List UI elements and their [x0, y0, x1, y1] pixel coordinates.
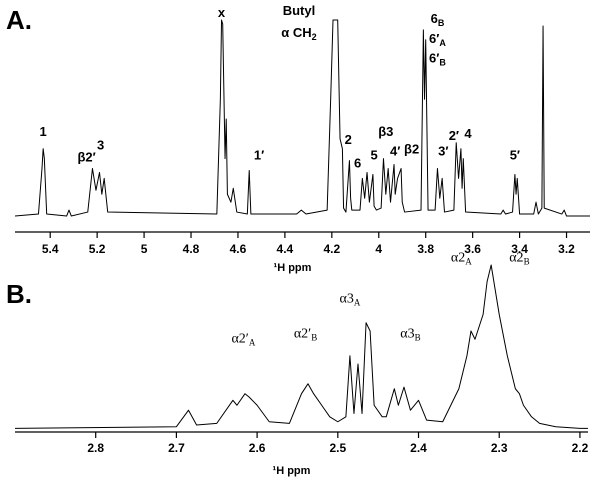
peak-label: 6 — [354, 156, 361, 171]
peak-label: α3A — [340, 292, 361, 308]
peak-label-subscript: B — [415, 332, 421, 342]
peak-label-text: 4 — [464, 126, 472, 141]
peak-label-text: 6 — [431, 11, 438, 26]
peak-label: 5 — [370, 148, 377, 163]
peak-label-text: α2′ — [294, 327, 311, 342]
peak-label: α CH2 — [281, 25, 316, 42]
peak-label-text: β2′ — [77, 150, 95, 165]
peak-label-subscript: B — [311, 332, 317, 342]
x-tick-label: 4.4 — [277, 242, 294, 256]
peak-label-subscript: B — [439, 58, 446, 68]
x-tick-label: 5.2 — [89, 242, 106, 256]
panel-label: A. — [6, 5, 32, 35]
x-tick-label: 3.4 — [511, 242, 528, 256]
peak-label-text: 2′ — [449, 128, 459, 143]
x-tick-label: 4.6 — [230, 242, 247, 256]
peak-label-text: Butyl — [283, 4, 316, 19]
peak-label-subscript: A — [249, 337, 256, 347]
spectrum-line — [14, 19, 590, 217]
peak-label-text: 2 — [345, 132, 352, 147]
peak-label-subscript: 2 — [312, 32, 317, 42]
peak-label-text: 3′ — [438, 144, 448, 159]
peak-label-text: 4′ — [390, 144, 400, 159]
peak-label: α3B — [400, 327, 420, 343]
panel-label: B. — [6, 279, 32, 309]
peak-label-text: 6 — [354, 156, 361, 171]
x-tick-label: 4.2 — [323, 242, 340, 256]
peak-label-subscript: B — [524, 256, 530, 266]
peak-label-text: 3 — [97, 138, 104, 153]
peak-label-text: β2 — [404, 142, 419, 157]
peak-label: β2 — [404, 142, 419, 157]
x-tick-label: 2.4 — [410, 441, 427, 455]
peak-label: α2′A — [231, 331, 255, 347]
peak-label-text: 1 — [40, 124, 47, 139]
peak-label-text: α2′ — [231, 331, 248, 346]
peak-label: 4 — [464, 126, 472, 141]
peak-label: Butyl — [283, 4, 316, 19]
x-tick-label: 2.7 — [168, 441, 185, 455]
peak-label: 1 — [40, 124, 47, 139]
x-tick-label: 3.8 — [417, 242, 434, 256]
peak-label: 1′ — [254, 148, 264, 163]
x-tick-label: 4.8 — [183, 242, 200, 256]
peak-label: 6′A — [429, 31, 446, 48]
peak-label-subscript: A — [354, 298, 361, 308]
x-axis-label: ¹H ppm — [274, 262, 312, 274]
peak-label-text: α2 — [451, 251, 465, 266]
x-tick-label: 2.6 — [249, 441, 266, 455]
peak-label: α2B — [509, 251, 529, 267]
peak-label-text: α CH — [281, 25, 311, 40]
peak-label: 3′ — [438, 144, 448, 159]
x-tick-label: 3.2 — [558, 242, 575, 256]
peak-label-text: x — [218, 5, 226, 20]
x-tick-label: 2.8 — [87, 441, 104, 455]
peak-label-text: β3 — [378, 124, 393, 139]
peak-label: 6′B — [429, 51, 446, 68]
peak-label-text: α3 — [340, 292, 354, 307]
peak-label-subscript: A — [439, 38, 446, 48]
peak-label-subscript: B — [438, 18, 445, 28]
x-tick-label: 5 — [141, 242, 148, 256]
peak-label-text: 6′ — [429, 51, 439, 66]
panel: B.2.8 2.7 2.6 2.5 2.4 2.3 2.2¹H ppmα2′Aα2′Bα3A… — [6, 251, 589, 477]
peak-label-text: α3 — [400, 327, 414, 342]
peak-label: 6B — [431, 11, 445, 28]
peak-label-text: 6′ — [429, 31, 439, 46]
peak-label-text: α2 — [509, 251, 523, 266]
x-tick-label: 2.5 — [329, 441, 346, 455]
peak-label: x — [218, 5, 226, 20]
x-axis-label: ¹H ppm — [273, 465, 311, 477]
peak-label-subscript: A — [465, 256, 472, 266]
x-tick-label: 5.4 — [42, 242, 59, 256]
peak-label-text: 1′ — [254, 148, 264, 163]
peak-label: α2′B — [294, 327, 317, 343]
peak-label: 5′ — [510, 148, 520, 163]
x-tick-label: 4 — [375, 242, 382, 256]
x-tick-label: 2.2 — [572, 441, 589, 455]
peak-label-text: 5 — [370, 148, 377, 163]
peak-label: β2′ — [77, 150, 95, 165]
peak-label: 4′ — [390, 144, 400, 159]
peak-label: 2 — [345, 132, 352, 147]
panel: A. 5.4 5.2 5 4.8 4.6 4.4 4.2 4 3.8 3.6 3.4 3.2 ¹H ppm… — [6, 4, 590, 274]
peak-label: 2′ — [449, 128, 459, 143]
peak-label: α2A — [451, 251, 472, 267]
x-tick-label: 3.6 — [464, 242, 481, 256]
peak-label: 3 — [97, 138, 104, 153]
peak-label-text: 5′ — [510, 148, 520, 163]
x-tick-label: 2.3 — [491, 441, 508, 455]
peak-label: β3 — [378, 124, 393, 139]
spectrum-line — [14, 264, 588, 429]
